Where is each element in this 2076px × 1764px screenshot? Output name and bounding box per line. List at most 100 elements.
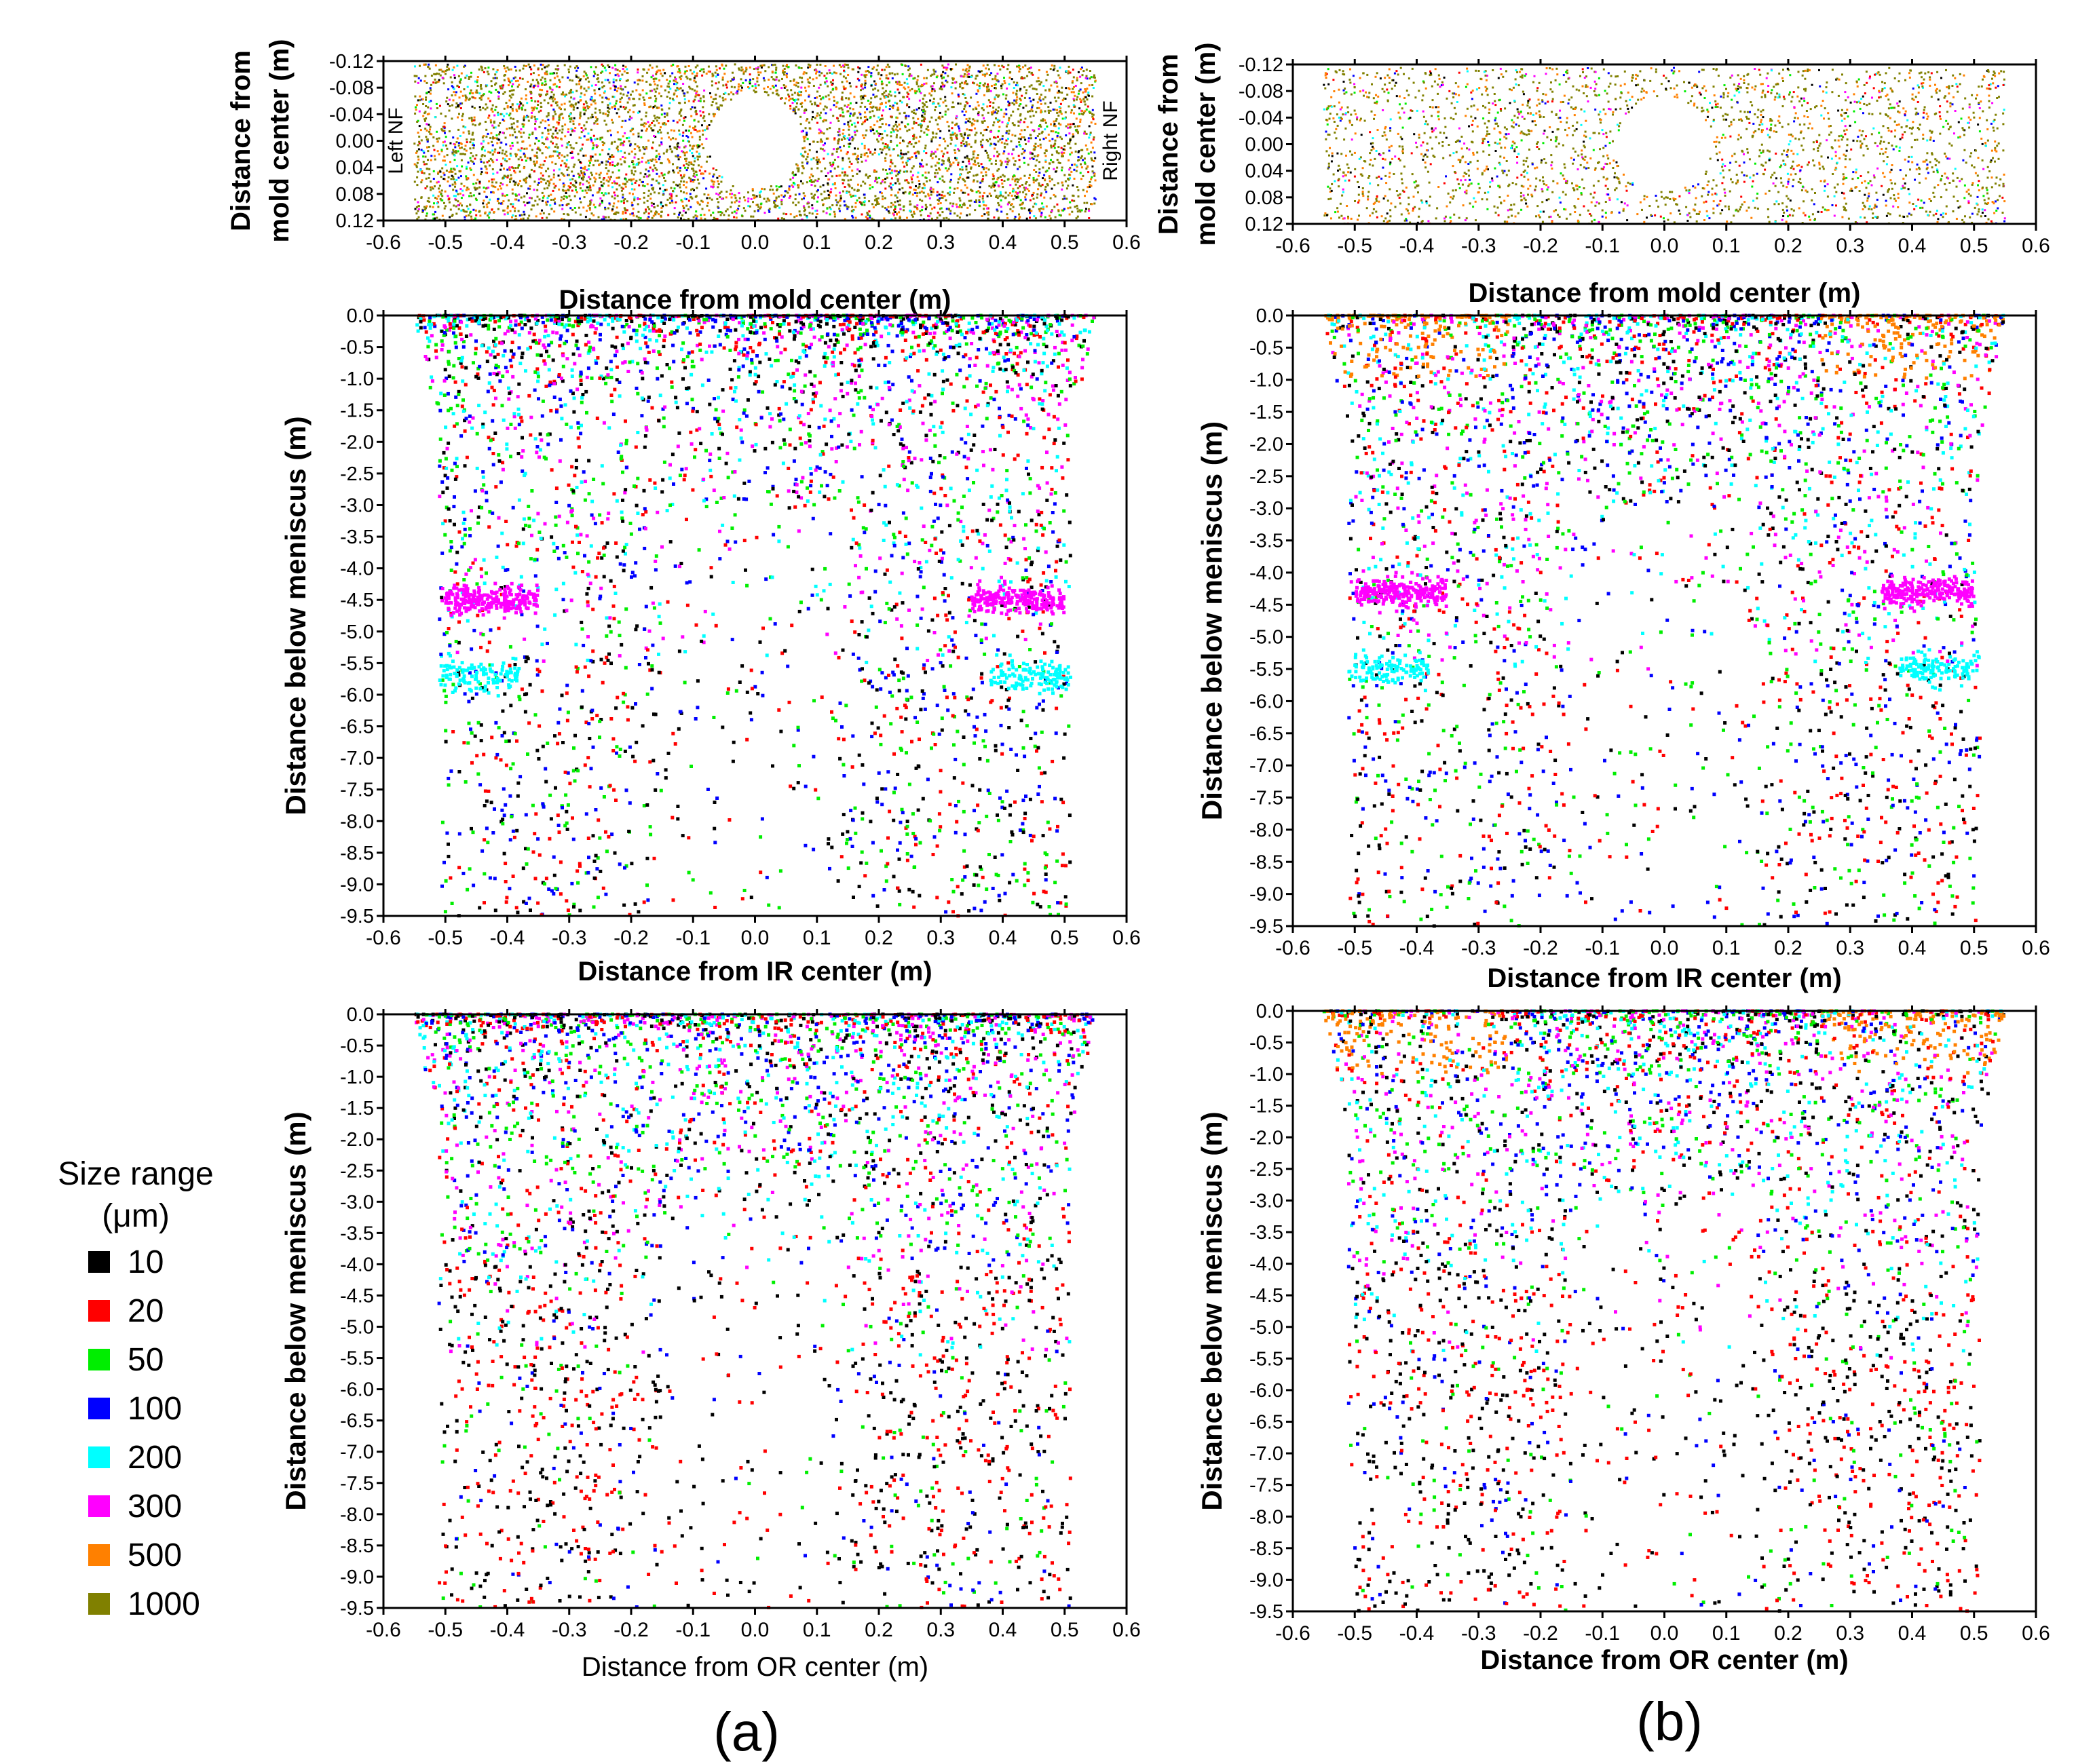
- data-point: [442, 159, 445, 162]
- data-point: [745, 66, 748, 69]
- data-point: [844, 63, 846, 66]
- data-point: [693, 172, 696, 175]
- data-point: [780, 87, 783, 90]
- data-point: [885, 74, 888, 77]
- data-point: [543, 99, 546, 102]
- data-point: [520, 185, 523, 188]
- data-point: [804, 147, 806, 149]
- data-point: [656, 168, 658, 171]
- data-point: [499, 85, 502, 88]
- data-point: [459, 135, 461, 137]
- data-point: [607, 216, 610, 218]
- data-point: [895, 128, 898, 131]
- data-point: [1002, 174, 1004, 176]
- data-point: [816, 140, 819, 143]
- data-point: [1057, 161, 1060, 164]
- data-point: [622, 183, 624, 185]
- data-point: [470, 152, 472, 155]
- data-point: [638, 184, 641, 187]
- data-point: [494, 77, 497, 79]
- data-point: [913, 206, 916, 208]
- data-point: [465, 214, 468, 217]
- data-point: [893, 73, 896, 76]
- data-point: [556, 104, 559, 107]
- data-point: [698, 138, 701, 141]
- data-point: [668, 80, 671, 83]
- data-point: [484, 211, 487, 214]
- data-point: [525, 178, 527, 180]
- data-point: [1042, 119, 1044, 122]
- data-point: [1028, 71, 1031, 73]
- data-point: [983, 191, 985, 194]
- data-point: [547, 130, 550, 132]
- data-point: [937, 162, 940, 165]
- data-point: [417, 132, 419, 134]
- data-point: [909, 203, 911, 206]
- data-point: [721, 76, 724, 79]
- data-point: [1065, 125, 1068, 128]
- data-point: [982, 175, 985, 178]
- data-point: [622, 68, 624, 70]
- data-point: [669, 75, 672, 77]
- data-point: [448, 98, 451, 101]
- data-point: [428, 123, 430, 126]
- data-point: [507, 77, 510, 80]
- data-point: [497, 188, 499, 191]
- data-point: [453, 91, 455, 94]
- data-point: [692, 164, 695, 166]
- data-point: [551, 72, 554, 75]
- data-point: [980, 143, 982, 146]
- data-point: [1046, 184, 1049, 187]
- data-point: [914, 192, 917, 194]
- data-point: [568, 100, 571, 103]
- data-point: [752, 215, 755, 218]
- data-point: [457, 75, 460, 77]
- data-point: [890, 202, 893, 204]
- data-point: [555, 127, 558, 130]
- data-point: [793, 92, 796, 94]
- data-point: [994, 75, 997, 77]
- data-point: [1030, 71, 1033, 74]
- data-point: [696, 187, 698, 189]
- data-point: [747, 205, 750, 208]
- data-point: [885, 105, 887, 108]
- data-point: [468, 130, 470, 133]
- data-point: [592, 214, 595, 216]
- data-point: [1019, 119, 1022, 121]
- data-point: [548, 124, 550, 127]
- data-point: [740, 78, 742, 81]
- data-point: [620, 163, 623, 166]
- data-point: [839, 114, 842, 117]
- data-point: [918, 183, 921, 185]
- data-point: [977, 111, 980, 113]
- data-point: [849, 119, 852, 122]
- data-point: [852, 68, 854, 71]
- data-point: [905, 115, 907, 118]
- data-point: [970, 145, 973, 148]
- data-point: [1053, 81, 1056, 83]
- data-point: [930, 138, 933, 140]
- data-point: [417, 210, 419, 212]
- data-point: [877, 71, 880, 74]
- data-point: [414, 65, 416, 68]
- data-point: [801, 147, 804, 150]
- data-point: [950, 138, 953, 141]
- data-point: [502, 86, 504, 89]
- data-point: [879, 133, 882, 135]
- data-point: [827, 172, 829, 174]
- data-point: [723, 73, 726, 75]
- data-point: [454, 146, 457, 149]
- data-point: [824, 82, 827, 85]
- data-point: [434, 78, 436, 81]
- data-point: [689, 78, 692, 81]
- data-point: [932, 98, 935, 100]
- data-point: [582, 103, 585, 106]
- data-point: [1020, 77, 1023, 79]
- data-point: [666, 158, 669, 161]
- data-point: [633, 199, 636, 202]
- data-point: [616, 188, 618, 191]
- data-point: [504, 67, 506, 70]
- data-point: [798, 210, 801, 213]
- data-point: [970, 122, 973, 125]
- data-point: [588, 218, 591, 220]
